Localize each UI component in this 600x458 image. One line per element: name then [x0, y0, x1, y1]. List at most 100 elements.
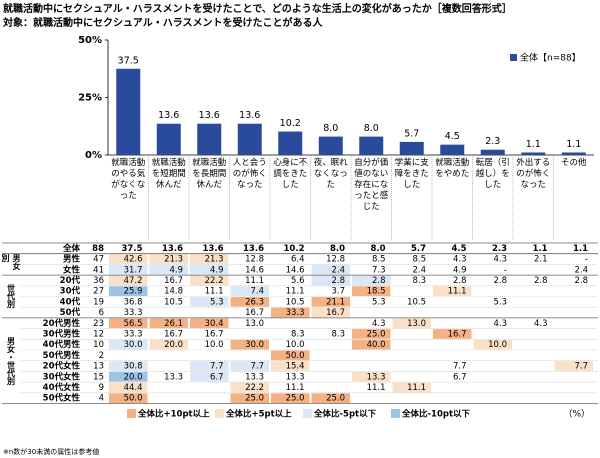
table-cell: 11.1	[205, 287, 224, 297]
x-tick-label: 夜、眠れなくなった	[313, 158, 348, 190]
value-label: 13.6	[158, 110, 179, 121]
table-cell: 13.6	[243, 244, 264, 254]
table-cell: 2.8	[372, 276, 386, 286]
table-cell: 13.6	[203, 244, 224, 254]
table-cell: 8.0	[330, 244, 345, 254]
table-cell: 13.3	[164, 372, 183, 382]
table-cell: 20.0	[124, 372, 143, 382]
table-legend-label: 全体比+10pt以上	[137, 409, 210, 420]
table-cell: 11.1	[245, 276, 264, 286]
table-cell: -	[585, 255, 588, 265]
cell-highlight	[352, 275, 391, 286]
row-n: 12	[93, 329, 104, 339]
cell-highlight	[190, 254, 229, 264]
row-n: 47	[93, 255, 104, 265]
cell-highlight	[109, 254, 148, 264]
group-label: 男女別	[1, 253, 21, 270]
bar	[480, 149, 505, 155]
table-cell: 10.0	[488, 340, 507, 350]
table-cell: 16.7	[448, 329, 467, 339]
x-tick-label: 就職活動をやめた	[435, 158, 470, 179]
table-cell: 1.1	[532, 244, 547, 254]
cell-highlight	[230, 382, 269, 393]
row-n: 23	[93, 319, 104, 329]
x-tick-label: 外出するのが怖くなった	[516, 158, 551, 190]
row-n: 15	[93, 372, 104, 382]
table-cell: 13.3	[367, 372, 386, 382]
table-cell: 2.8	[453, 276, 467, 286]
table-cell: 4.9	[210, 265, 224, 275]
table-cell: 11.1	[407, 383, 426, 393]
cell-highlight	[230, 361, 269, 371]
cell-highlight	[392, 382, 431, 393]
bar	[399, 141, 424, 155]
cell-highlight	[473, 339, 512, 350]
table-cell: 5.7	[411, 244, 426, 254]
table-cell: 37.5	[122, 244, 143, 254]
cell-highlight	[109, 264, 148, 275]
table-cell: 33.3	[286, 308, 305, 318]
cell-highlight	[271, 307, 310, 318]
table-cell: 10.0	[286, 340, 305, 350]
cell-highlight	[190, 264, 229, 275]
cell-highlight	[352, 286, 391, 296]
table-cell: 11.1	[286, 383, 305, 393]
table-cell: 4.5	[451, 244, 466, 254]
table-cell: 25.0	[326, 394, 345, 404]
chart-subtitle: 対象：就職活動中にセクシュアル・ハラスメントを受けたことがある人	[2, 16, 323, 29]
value-label: 13.6	[199, 110, 220, 121]
table-cell: 36.8	[124, 297, 143, 307]
value-label: 4.5	[445, 131, 460, 142]
table-legend-swatch	[303, 409, 312, 418]
legend-swatch	[510, 54, 517, 61]
x-tick-label: 心身に不調をきたした	[273, 158, 308, 190]
cell-highlight	[352, 339, 391, 350]
table-cell: 2.4	[574, 265, 588, 275]
row-n: 41	[93, 265, 104, 275]
table-cell: 13.3	[245, 372, 264, 382]
row-label: 30代女性	[43, 371, 81, 382]
table-cell: 4.3	[493, 255, 507, 265]
table-cell: 7.7	[250, 362, 264, 372]
cell-highlight	[311, 307, 350, 318]
table-cell: 30.4	[205, 319, 224, 329]
cell-highlight	[311, 275, 350, 286]
bar	[278, 131, 303, 155]
table-cell: 4.3	[372, 319, 386, 329]
table-cell: 13.6	[162, 244, 183, 254]
bar	[197, 123, 222, 155]
x-tick-label: 就職活動を長期間休んだ	[192, 158, 227, 190]
table-cell: 44.4	[124, 383, 143, 393]
cell-highlight	[230, 286, 269, 296]
table-cell: 16.7	[326, 308, 345, 318]
table-cell: 4.3	[534, 319, 548, 329]
table-cell: 7.4	[250, 287, 264, 297]
table-cell: 14.8	[164, 287, 183, 297]
row-n: 2	[99, 351, 104, 361]
x-tick-label: 転居（引越し）をした	[475, 158, 510, 190]
row-n: 88	[92, 244, 104, 254]
value-label: 1.1	[566, 139, 581, 150]
table-cell: 4.9	[169, 265, 183, 275]
cell-highlight	[109, 339, 148, 350]
cell-highlight	[230, 339, 269, 350]
table-legend-swatch	[215, 409, 224, 418]
cell-highlight	[190, 318, 229, 329]
table-cell: 7.7	[453, 362, 467, 372]
table-cell: 42.6	[124, 255, 143, 265]
cell-highlight	[190, 297, 229, 307]
row-label: 40代女性	[43, 382, 81, 393]
table-legend-label: 全体比+5pt以上	[225, 409, 292, 420]
table-cell: 16.7	[245, 308, 264, 318]
cell-highlight	[109, 371, 148, 382]
cell-highlight	[109, 361, 148, 371]
cell-highlight	[433, 286, 472, 296]
table-cell: 5.3	[210, 297, 224, 307]
cell-highlight	[190, 361, 229, 371]
value-label: 5.7	[404, 128, 419, 139]
cell-highlight	[149, 339, 188, 350]
row-label: 全体	[62, 243, 81, 254]
row-n: 19	[93, 297, 104, 307]
cell-highlight	[271, 361, 310, 371]
